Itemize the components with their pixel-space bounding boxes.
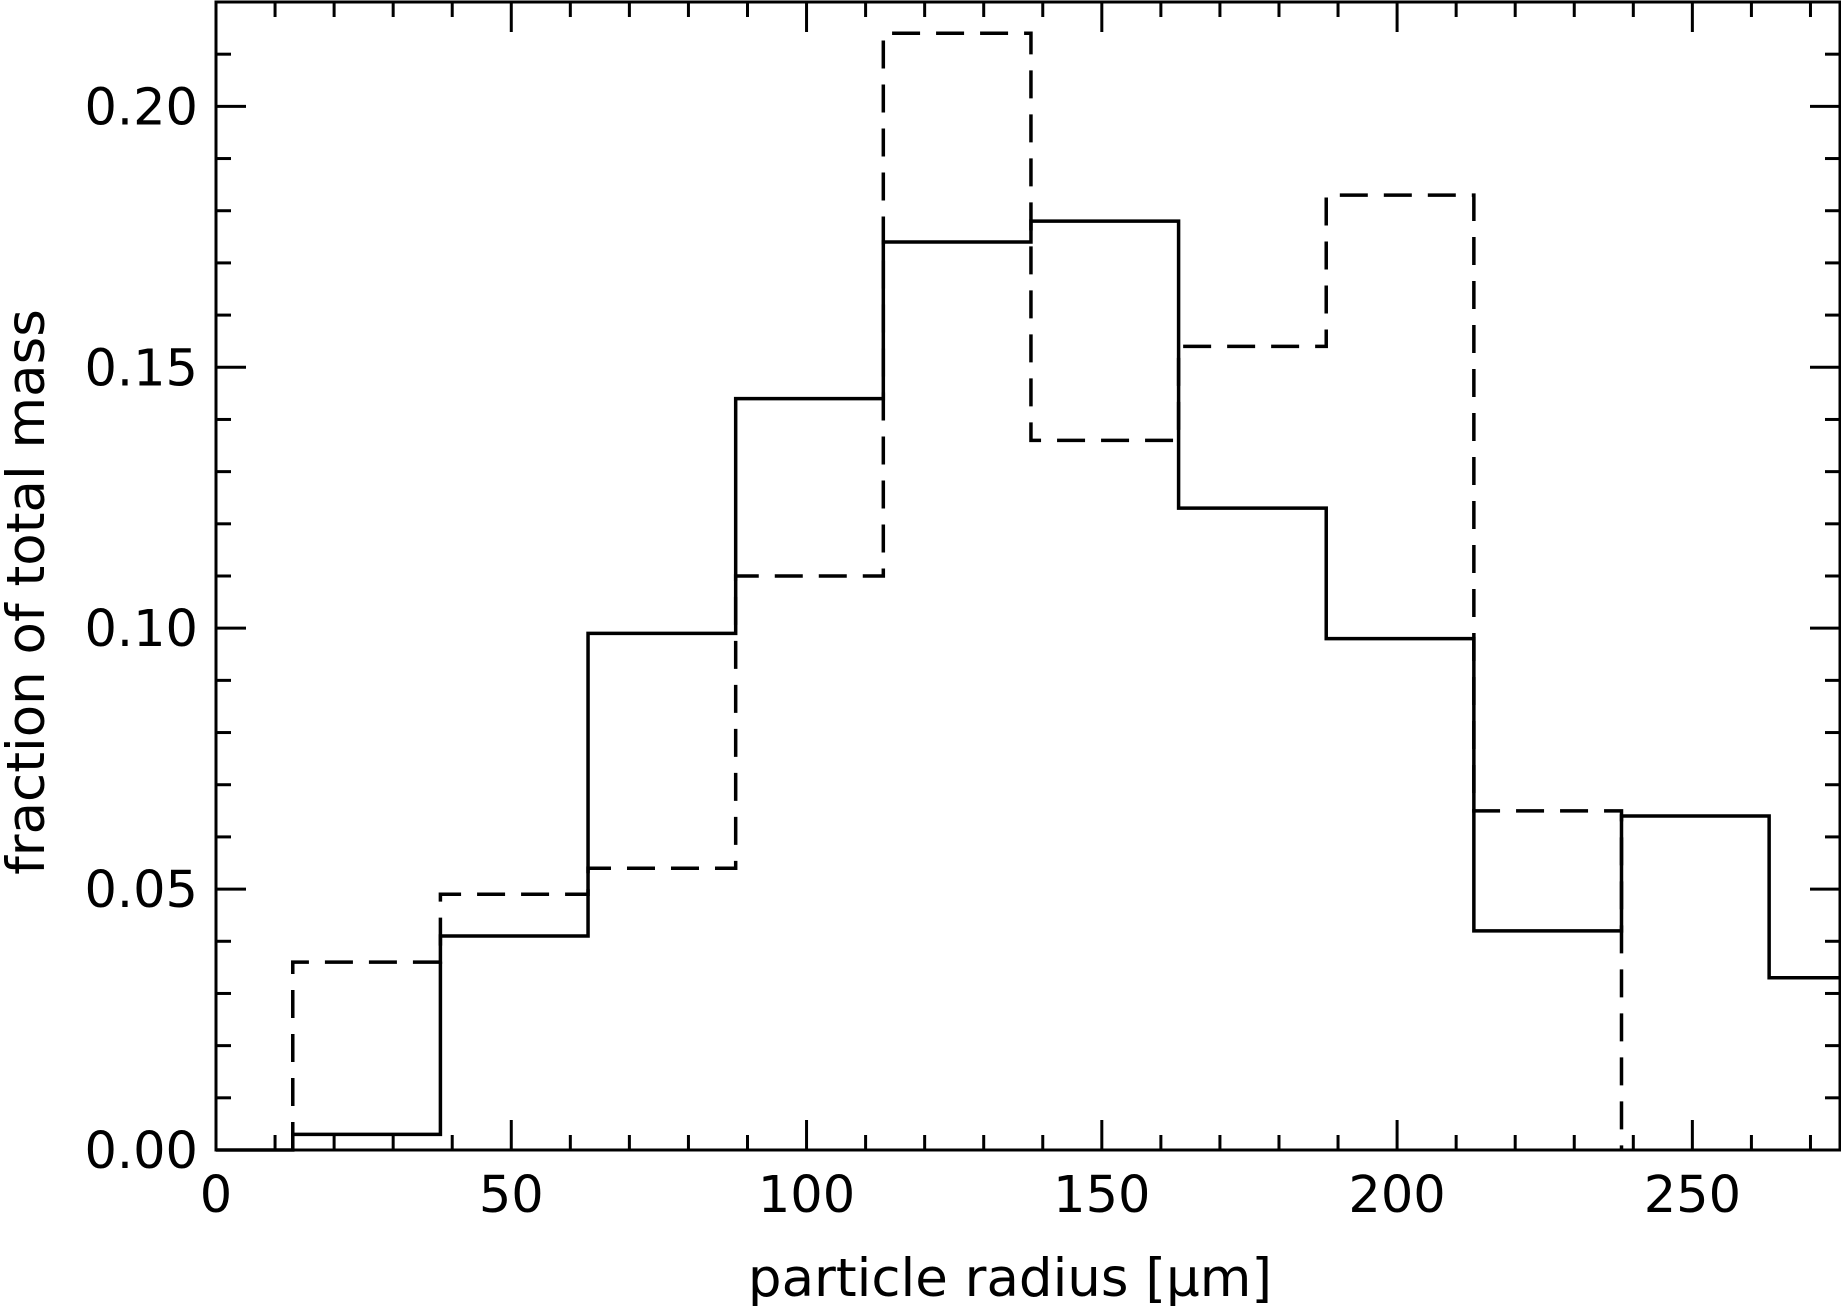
x-tick-label: 0 <box>200 1166 232 1225</box>
x-tick-label: 100 <box>758 1166 855 1225</box>
y-tick-label: 0.05 <box>84 861 198 920</box>
x-tick-label: 250 <box>1644 1166 1741 1225</box>
y-tick-label: 0.20 <box>84 78 198 137</box>
y-axis-label: fraction of total mass <box>0 309 57 875</box>
y-tick-label: 0.00 <box>84 1122 198 1181</box>
x-tick-label: 150 <box>1053 1166 1150 1225</box>
x-tick-label: 50 <box>479 1166 544 1225</box>
axes-layer: 0 50 100 150 200 250 0.00 0.05 0.10 0.15 0.20 <box>84 0 1840 1225</box>
plot-area <box>214 0 1841 1152</box>
x-axis-label: particle radius [μm] <box>748 1248 1272 1306</box>
plot-frame <box>214 0 1841 1152</box>
series-layer <box>216 31 1840 1152</box>
solid-histogram-series <box>216 219 1840 1152</box>
x-tick-label: 200 <box>1348 1166 1445 1225</box>
y-tick-label: 0.15 <box>84 339 198 398</box>
y-tick-label: 0.10 <box>84 600 198 659</box>
dashed-histogram-series <box>291 31 1624 1150</box>
